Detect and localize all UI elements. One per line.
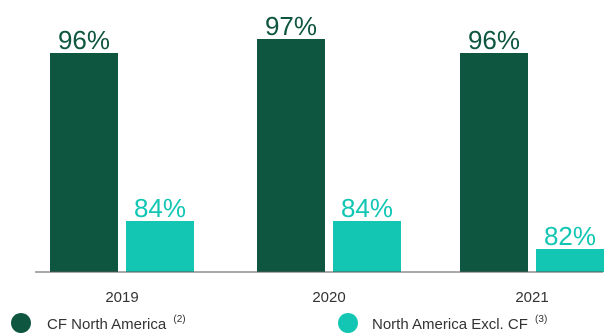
legend-swatch-north-america-excl-cf xyxy=(338,313,358,333)
legend-series-name: CF North America xyxy=(47,316,167,333)
legend-label-north-america-excl-cf: North America Excl. CF (3) xyxy=(372,314,547,333)
bar-2019-series-1 xyxy=(126,221,194,272)
legend-entry-cf-north-america: CF North America (2) xyxy=(11,313,186,333)
value-label-2019-series-1: 84% xyxy=(134,193,186,223)
value-label-2020-series-1: 84% xyxy=(341,193,393,223)
value-label-2019-series-0: 96% xyxy=(58,25,110,55)
legend-swatch-cf-north-america xyxy=(11,313,31,333)
x-tick-label-2019: 2019 xyxy=(105,289,138,306)
bar-2020-series-0 xyxy=(257,39,325,272)
x-tick-label-2020: 2020 xyxy=(312,289,345,306)
value-label-2020-series-0: 97% xyxy=(265,11,317,41)
legend-entry-north-america-excl-cf: North America Excl. CF (3) xyxy=(338,313,547,333)
bar-2021-series-1 xyxy=(536,249,604,272)
x-tick-label-2021: 2021 xyxy=(515,289,548,306)
bars-group xyxy=(50,39,604,272)
bar-2019-series-0 xyxy=(50,53,118,272)
legend-footnote-mark: (3) xyxy=(535,314,547,325)
legend-series-name: North America Excl. CF xyxy=(372,316,528,333)
x-tick-labels-group: 2019 2020 2021 xyxy=(105,289,548,306)
legend-label-cf-north-america: CF North America (2) xyxy=(47,314,186,333)
value-labels-group: 96% 84% 97% 84% 96% 82% xyxy=(58,11,596,251)
legend-footnote-mark: (2) xyxy=(173,314,185,325)
bar-2020-series-1 xyxy=(333,221,401,272)
bar-2021-series-0 xyxy=(460,53,528,272)
value-label-2021-series-0: 96% xyxy=(468,25,520,55)
value-label-2021-series-1: 82% xyxy=(544,221,596,251)
legend: CF North America (2) North America Excl.… xyxy=(11,313,547,333)
